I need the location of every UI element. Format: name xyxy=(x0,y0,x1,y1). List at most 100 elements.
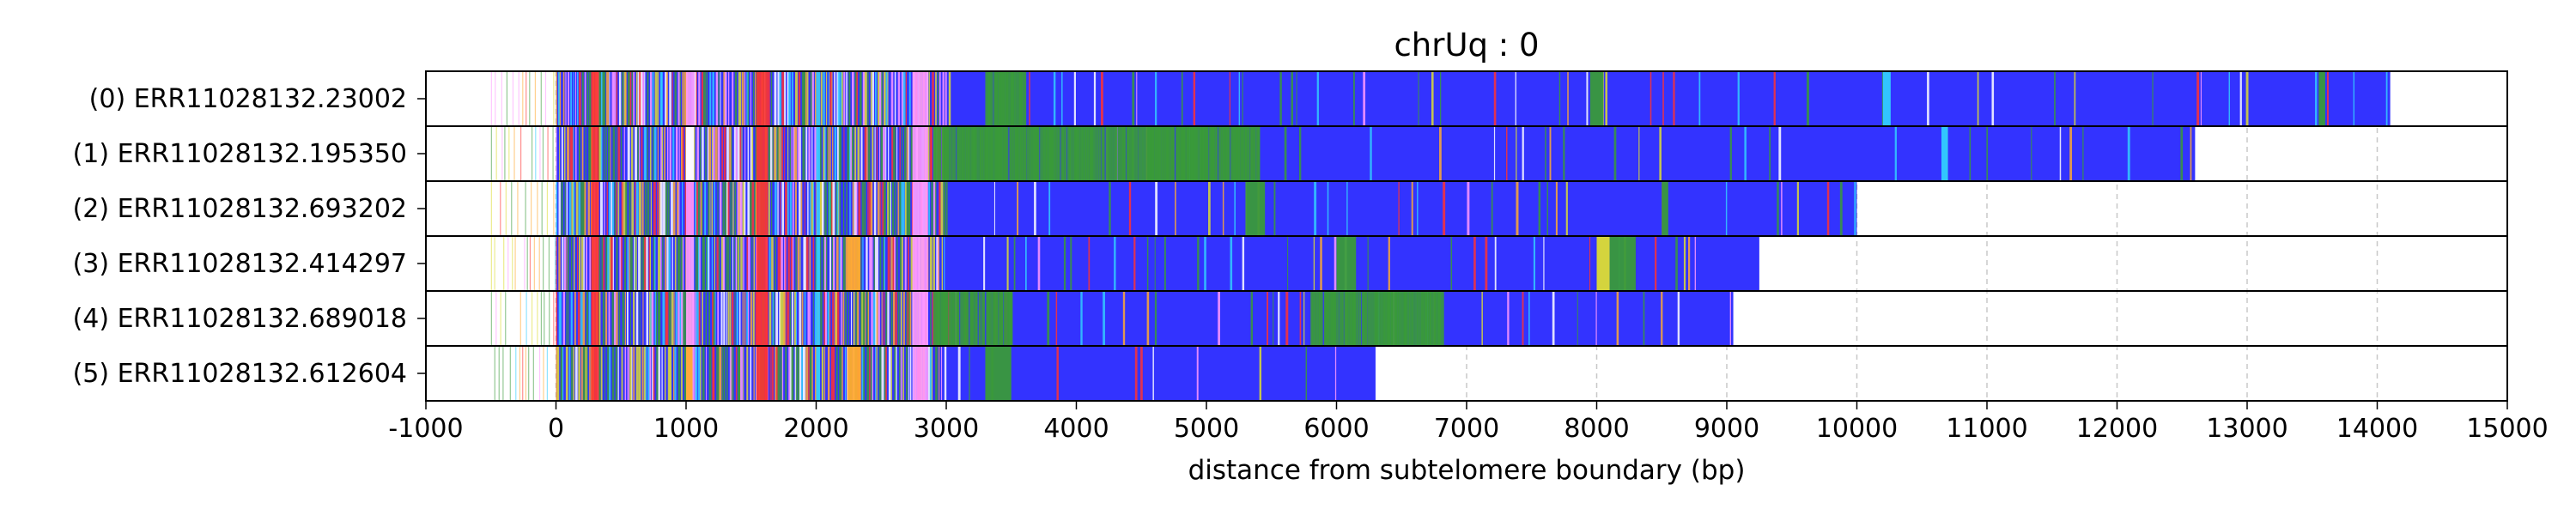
read-segment xyxy=(665,71,668,126)
read-segment xyxy=(801,346,804,401)
read-segment xyxy=(553,71,555,126)
read-segment xyxy=(868,126,871,181)
read-feature xyxy=(816,291,821,346)
read-segment xyxy=(641,126,643,181)
read-segment xyxy=(2031,126,2032,181)
read-segment xyxy=(1555,181,1558,236)
read-segment xyxy=(560,346,563,401)
read-segment xyxy=(1586,71,1589,126)
read-segment xyxy=(1439,126,1442,181)
read-segment xyxy=(828,126,829,181)
read-feature xyxy=(1009,291,1012,346)
read-segment xyxy=(829,236,831,291)
read-segment xyxy=(800,181,803,236)
read-segment xyxy=(622,291,625,346)
read-segment xyxy=(706,346,708,401)
read-feature xyxy=(591,236,599,291)
read-segment xyxy=(1175,181,1176,236)
chart-title: chrUq : 0 xyxy=(1394,27,1539,64)
read-segment xyxy=(819,126,822,181)
read-segment xyxy=(1649,71,1652,126)
read-segment xyxy=(546,346,548,401)
read-segment xyxy=(752,71,755,126)
read-segment xyxy=(1208,181,1211,236)
read-segment xyxy=(2327,71,2329,126)
read-segment xyxy=(1643,291,1645,346)
read-segment xyxy=(861,291,864,346)
read-feature xyxy=(963,126,968,181)
read-segment xyxy=(894,346,896,401)
read-segment xyxy=(897,181,900,236)
read-segment xyxy=(588,291,591,346)
read-segment xyxy=(677,71,681,126)
read-segment xyxy=(1230,236,1233,291)
read-segment xyxy=(1694,236,1697,291)
read-segment xyxy=(519,346,521,401)
read-segment xyxy=(519,291,521,346)
read-segment xyxy=(1316,71,1319,126)
read-segment xyxy=(732,181,734,236)
read-segment xyxy=(870,181,873,236)
read-feature xyxy=(1346,291,1349,346)
read-segment xyxy=(1250,291,1254,346)
read-segment xyxy=(1222,181,1224,236)
read-segment xyxy=(694,71,697,126)
read-segment xyxy=(957,346,961,401)
read-segment xyxy=(830,346,834,401)
read-segment xyxy=(778,236,781,291)
read-segment xyxy=(695,236,697,291)
read-segment xyxy=(498,346,500,401)
read-track: (2) ERR11028132.693202 xyxy=(73,180,2507,236)
read-segment xyxy=(1769,126,1771,181)
read-segment xyxy=(730,181,732,236)
read-segment xyxy=(876,346,878,401)
read-segment xyxy=(1017,181,1019,236)
read-segment xyxy=(842,181,845,236)
read-feature xyxy=(756,236,769,291)
read-segment xyxy=(698,291,701,346)
read-feature xyxy=(1339,291,1341,346)
read-segment xyxy=(537,291,538,346)
read-feature xyxy=(1098,126,1102,181)
read-segment xyxy=(878,71,880,126)
read-segment xyxy=(750,346,752,401)
read-segment xyxy=(738,291,741,346)
read-feature xyxy=(1002,71,1005,126)
read-segment xyxy=(797,346,800,401)
read-segment xyxy=(785,181,787,236)
read-segment xyxy=(682,71,683,126)
read-feature xyxy=(1170,126,1175,181)
read-segment xyxy=(850,126,853,181)
read-segment xyxy=(663,181,665,236)
read-segment xyxy=(940,346,943,401)
read-segment xyxy=(672,126,675,181)
read-feature xyxy=(1406,291,1411,346)
read-label: (2) ERR11028132.693202 xyxy=(73,194,407,224)
read-segment xyxy=(1088,236,1091,291)
read-segment xyxy=(738,236,740,291)
read-segment xyxy=(702,126,704,181)
read-segment xyxy=(908,291,910,346)
read-segment xyxy=(564,126,566,181)
read-segment xyxy=(844,346,847,401)
read-feature xyxy=(1334,291,1337,346)
read-feature xyxy=(1200,126,1204,181)
read-segment xyxy=(829,71,832,126)
read-segment xyxy=(890,291,893,346)
read-segment xyxy=(633,71,635,126)
read-segment xyxy=(671,181,673,236)
read-segment xyxy=(734,291,736,346)
read-segment xyxy=(908,71,911,126)
read-segment xyxy=(1363,71,1366,126)
read-segment xyxy=(750,181,753,236)
read-segment xyxy=(644,236,647,291)
read-segment xyxy=(598,236,601,291)
read-feature xyxy=(1135,126,1139,181)
read-segment xyxy=(524,236,526,291)
read-feature xyxy=(1356,291,1359,346)
read-track: (3) ERR11028132.414297 xyxy=(73,235,2507,291)
read-feature xyxy=(1026,126,1030,181)
read-segment xyxy=(1778,126,1782,181)
read-segment xyxy=(839,346,842,401)
read-segment xyxy=(2054,71,2056,126)
